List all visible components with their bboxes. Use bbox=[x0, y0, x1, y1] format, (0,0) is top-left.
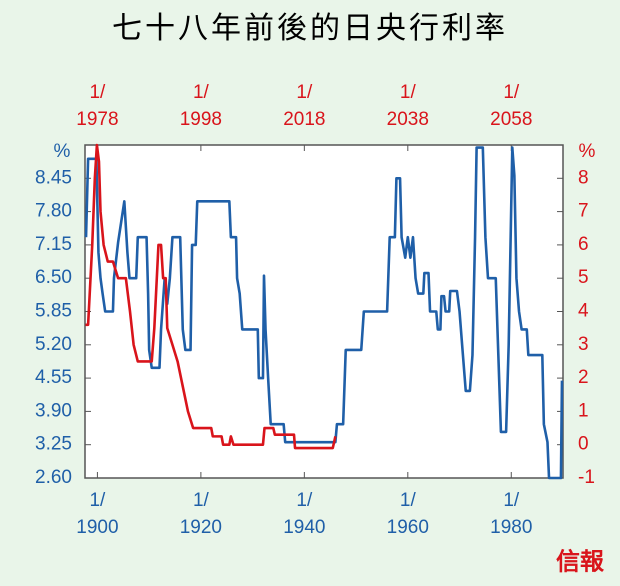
plot-area bbox=[84, 144, 564, 479]
y-axis-label: % bbox=[54, 141, 71, 162]
y2-tick-label: 4 bbox=[578, 301, 589, 322]
x2-tick-label: 1/2038 bbox=[387, 82, 429, 130]
x-tick-label: 1/1980 bbox=[490, 490, 532, 538]
y2-tick-label: -1 bbox=[578, 467, 595, 488]
y-tick-label: 8.45 bbox=[35, 167, 72, 188]
y2-tick-label: 8 bbox=[578, 167, 589, 188]
y2-tick-label: 6 bbox=[578, 234, 589, 255]
y-tick-label: 2.60 bbox=[35, 467, 72, 488]
series-line bbox=[85, 143, 337, 450]
x-tick-label: 1/1940 bbox=[283, 490, 325, 538]
x-tick-label: 1/1960 bbox=[387, 490, 429, 538]
y2-axis-label: % bbox=[579, 141, 596, 162]
y-tick-label: 7.80 bbox=[35, 201, 72, 222]
y2-tick-label: 0 bbox=[578, 434, 589, 455]
y-tick-label: 5.20 bbox=[35, 334, 72, 355]
y2-tick-label: 1 bbox=[578, 400, 589, 421]
y-tick-label: 3.90 bbox=[35, 400, 72, 421]
y2-tick-label: 3 bbox=[578, 334, 589, 355]
watermark: 信報 bbox=[556, 547, 605, 576]
y-tick-label: 4.55 bbox=[35, 367, 72, 388]
x2-tick-label: 1/2058 bbox=[490, 82, 532, 130]
x2-tick-label: 1/1998 bbox=[180, 82, 222, 130]
y2-tick-label: 2 bbox=[578, 367, 589, 388]
y-tick-label: 7.15 bbox=[35, 234, 72, 255]
y-tick-label: 6.50 bbox=[35, 267, 72, 288]
y-tick-label: 5.85 bbox=[35, 301, 72, 322]
x-tick-label: 1/1920 bbox=[180, 490, 222, 538]
x2-tick-label: 1/2018 bbox=[283, 82, 325, 130]
series-line bbox=[84, 146, 564, 480]
y2-tick-label: 7 bbox=[578, 201, 589, 222]
y-tick-label: 3.25 bbox=[35, 434, 72, 455]
x-tick-label: 1/1900 bbox=[76, 490, 118, 538]
chart-title: 七十八年前後的日央行利率 bbox=[112, 12, 508, 45]
y2-tick-label: 5 bbox=[578, 267, 589, 288]
x2-tick-label: 1/1978 bbox=[76, 82, 118, 130]
